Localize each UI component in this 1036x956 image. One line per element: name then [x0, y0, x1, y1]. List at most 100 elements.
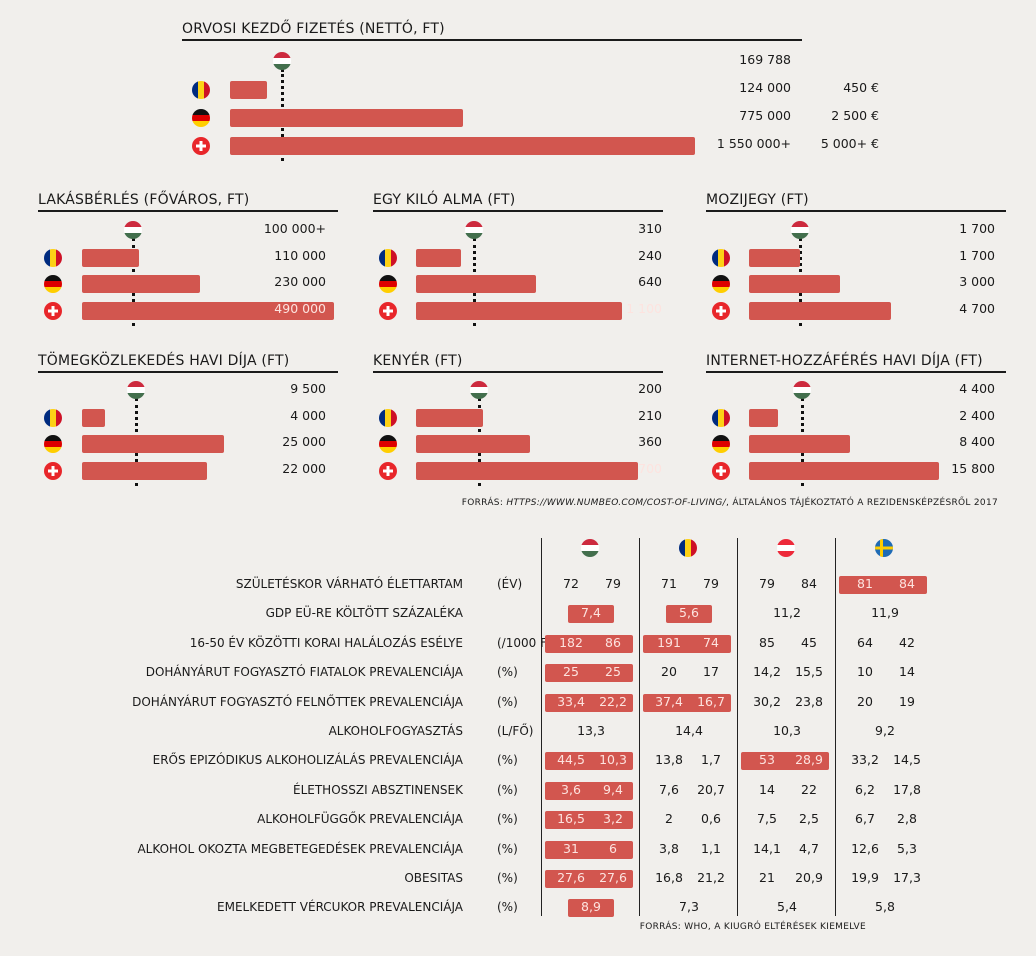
- romania-flag-icon: [379, 408, 397, 427]
- highlight-bar: [545, 811, 633, 830]
- austria-flag-icon: [777, 539, 795, 557]
- row-unit: (%): [497, 841, 518, 856]
- title-rule: [38, 371, 338, 373]
- bar-de: [230, 109, 463, 127]
- germany-flag-icon: [192, 109, 210, 127]
- cell-value: 5,6: [679, 605, 699, 621]
- row-label: DOHÁNYÁRUT FOGYASZTÓ FELNŐTTEK PREVALENC…: [132, 694, 463, 709]
- bar-ro: [416, 248, 461, 267]
- cell-value-male: 19,9: [851, 870, 879, 885]
- cell-value-male: 182: [559, 634, 583, 650]
- cell-value: 11,2: [773, 605, 801, 621]
- bar-ro: [82, 248, 139, 267]
- cell-value-female: 1,7: [701, 752, 721, 768]
- row-label: 16-50 ÉV KÖZÖTTI KORAI HALÁLOZÁS ESÉLYE: [189, 635, 463, 650]
- row-label: ÉLETHOSSZI ABSZTINENSEK: [293, 782, 463, 797]
- row-unit: (%): [497, 694, 518, 709]
- cell-value: 7,4: [581, 605, 601, 621]
- column-divider: [737, 538, 738, 916]
- hungary-flag-icon: [470, 381, 489, 399]
- cell-value-male: 16,5: [557, 811, 585, 827]
- cell-value-male: 53: [759, 752, 775, 768]
- sweden-flag-icon: [875, 539, 893, 557]
- cell-value-male: 7,5: [757, 811, 777, 827]
- title-rule: [182, 39, 802, 41]
- value-label: 230 000: [274, 274, 326, 289]
- value-label: 124 000: [739, 80, 791, 95]
- bar-ch: [416, 301, 622, 320]
- cell-value: 14,4: [675, 723, 703, 738]
- cell-value-female: 0,6: [701, 811, 721, 827]
- cell-value-male: 27,6: [557, 870, 585, 885]
- value-label: 490 000: [274, 300, 326, 316]
- cell-value-male: 7,6: [659, 781, 679, 797]
- cell-value-male: 16,8: [655, 870, 683, 885]
- hungary-flag-icon: [581, 539, 599, 557]
- cell-value-female: 42: [899, 634, 915, 650]
- value-label: 310: [638, 221, 662, 236]
- bar-ro: [416, 408, 483, 427]
- cell-value-female: 84: [801, 576, 817, 591]
- row-unit: (%): [497, 900, 518, 915]
- bar-ro: [230, 81, 268, 99]
- cell-value-female: 6: [609, 840, 617, 856]
- cell-value-female: 19: [899, 693, 915, 709]
- row-label: ERŐS EPIZÓDIKUS ALKOHOLIZÁLÁS PREVALENCI…: [152, 753, 463, 768]
- bar-ch: [82, 301, 334, 320]
- row-label: EMELKEDETT VÉRCUKOR PREVALENCIÁJA: [217, 900, 463, 915]
- value-label: 100 000+: [263, 221, 326, 236]
- bar-de: [749, 275, 840, 293]
- cell-value-female: 86: [605, 634, 621, 650]
- cell-value-male: 191: [657, 634, 681, 650]
- cell-value-male: 14,2: [753, 664, 781, 680]
- cell-value-male: 10: [857, 664, 873, 680]
- bar-ro: [82, 408, 105, 427]
- cell-value-male: 72: [563, 576, 579, 591]
- value-label: 360: [638, 434, 662, 449]
- cell-value-male: 71: [661, 576, 677, 591]
- bar-ch: [82, 461, 207, 480]
- bar-ro: [749, 248, 801, 267]
- switzerland-flag-icon: [712, 461, 730, 480]
- value-label: 700: [638, 460, 662, 476]
- cell-value-male: 6,7: [855, 811, 875, 827]
- cell-value: 9,2: [875, 723, 895, 738]
- hungary-flag-icon: [465, 221, 484, 239]
- highlight-bar: [545, 840, 633, 859]
- cell-value: 7,3: [679, 899, 699, 915]
- bar-de: [82, 435, 224, 453]
- highlight-bar: [545, 752, 633, 771]
- switzerland-flag-icon: [44, 301, 62, 320]
- cell-value-female: 45: [801, 634, 817, 650]
- row-unit: (L/FŐ): [497, 724, 534, 738]
- chart-title: MOZIJEGY (FT): [706, 192, 809, 208]
- row-unit: (ÉV): [497, 577, 523, 591]
- cell-value: 8,9: [581, 899, 601, 915]
- switzerland-flag-icon: [379, 301, 397, 320]
- highlight-bar: [741, 752, 829, 771]
- title-rule: [706, 371, 1006, 373]
- romania-flag-icon: [712, 248, 730, 267]
- value-label: 4 700: [959, 300, 995, 316]
- switzerland-flag-icon: [44, 461, 62, 480]
- value-label: 240: [638, 247, 662, 263]
- cell-value-female: 20,7: [697, 781, 725, 797]
- cell-value-female: 14,5: [893, 752, 921, 768]
- bar-de: [416, 275, 536, 293]
- chart-title: TÖMEGKÖZLEKEDÉS HAVI DÍJA (FT): [38, 353, 290, 369]
- chart-title: INTERNET-HOZZÁFÉRÉS HAVI DÍJA (FT): [706, 353, 983, 369]
- cell-value-male: 3,8: [659, 840, 679, 856]
- value-label: 3 000: [959, 274, 995, 289]
- row-unit: (%): [497, 665, 518, 680]
- highlight-bar: [568, 605, 614, 624]
- bar-de: [749, 435, 850, 453]
- cell-value-female: 79: [703, 576, 719, 591]
- highlight-bar: [839, 576, 927, 594]
- hungary-flag-icon: [126, 381, 145, 399]
- highlight-bar: [568, 899, 614, 918]
- eur-label: 2 500 €: [831, 108, 879, 123]
- bar-ch: [749, 301, 891, 320]
- romania-flag-icon: [712, 408, 730, 427]
- chart-title: LAKÁSBÉRLÉS (FŐVÁROS, FT): [38, 192, 250, 208]
